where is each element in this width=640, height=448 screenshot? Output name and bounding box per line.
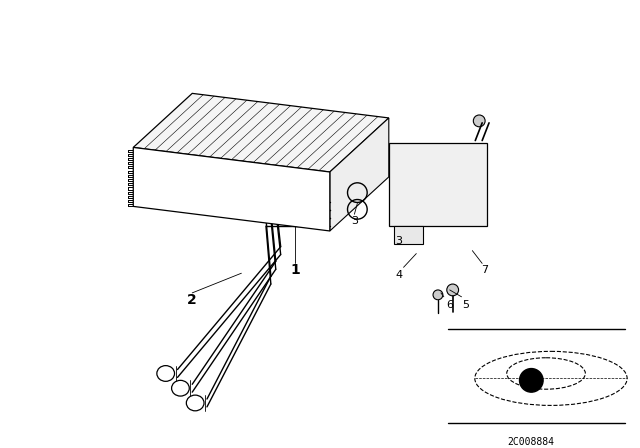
Text: 4: 4 [395,270,402,280]
Circle shape [474,115,485,127]
Polygon shape [330,118,388,231]
Polygon shape [388,142,487,226]
Text: 6: 6 [446,300,453,310]
Text: 3: 3 [351,216,358,226]
Polygon shape [133,93,388,172]
Ellipse shape [157,366,175,381]
Ellipse shape [186,395,204,411]
Text: 3: 3 [395,236,402,246]
Circle shape [433,290,443,300]
Polygon shape [394,226,423,244]
Circle shape [520,369,543,392]
Text: 2: 2 [188,293,197,307]
Polygon shape [133,147,330,231]
Ellipse shape [172,380,189,396]
Circle shape [447,284,459,296]
Text: 7: 7 [481,265,489,275]
Text: 1: 1 [291,263,300,277]
Text: 2C008884: 2C008884 [508,437,555,448]
Text: 5: 5 [462,300,469,310]
